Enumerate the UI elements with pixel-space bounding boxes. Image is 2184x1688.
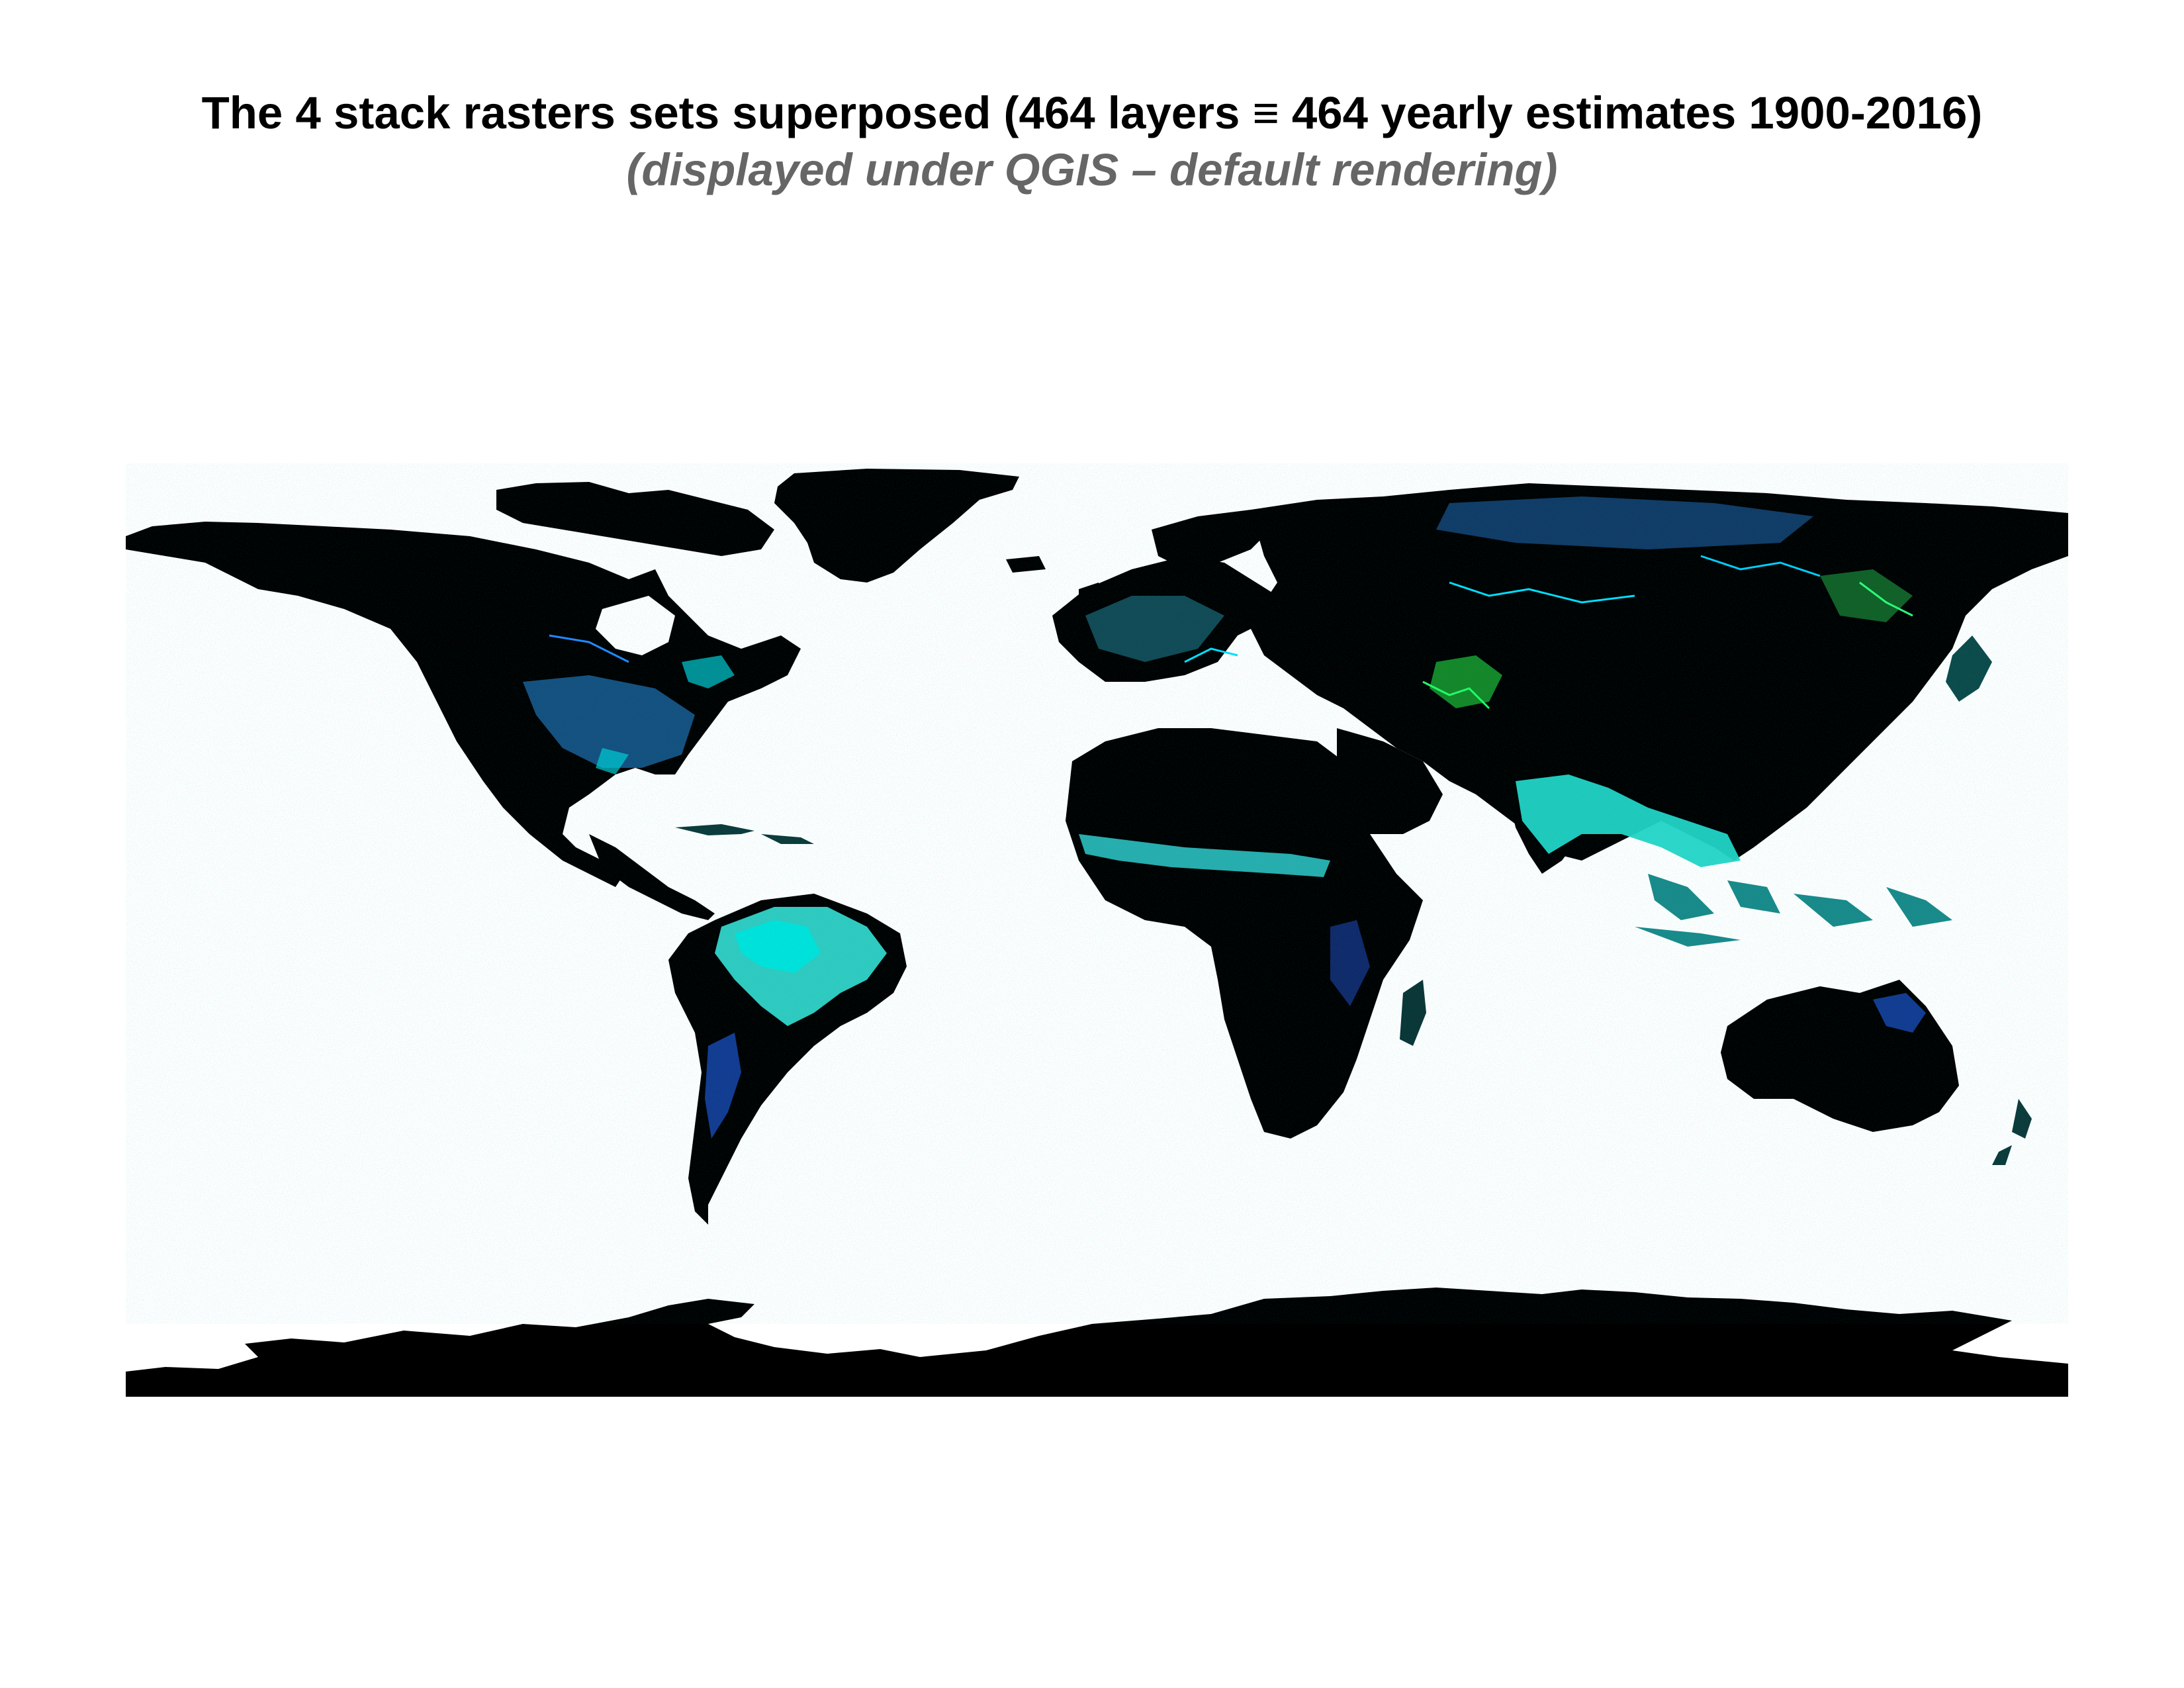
map-title: The 4 stack rasters sets superposed (464… [201, 87, 1983, 138]
title-block: The 4 stack rasters sets superposed (464… [0, 85, 2184, 199]
world-raster-map [126, 463, 2068, 1397]
map-subtitle: (displayed under QGIS – default renderin… [626, 144, 1558, 195]
map-canvas [126, 463, 2068, 1397]
raster-grain-overlay [126, 463, 2068, 1324]
